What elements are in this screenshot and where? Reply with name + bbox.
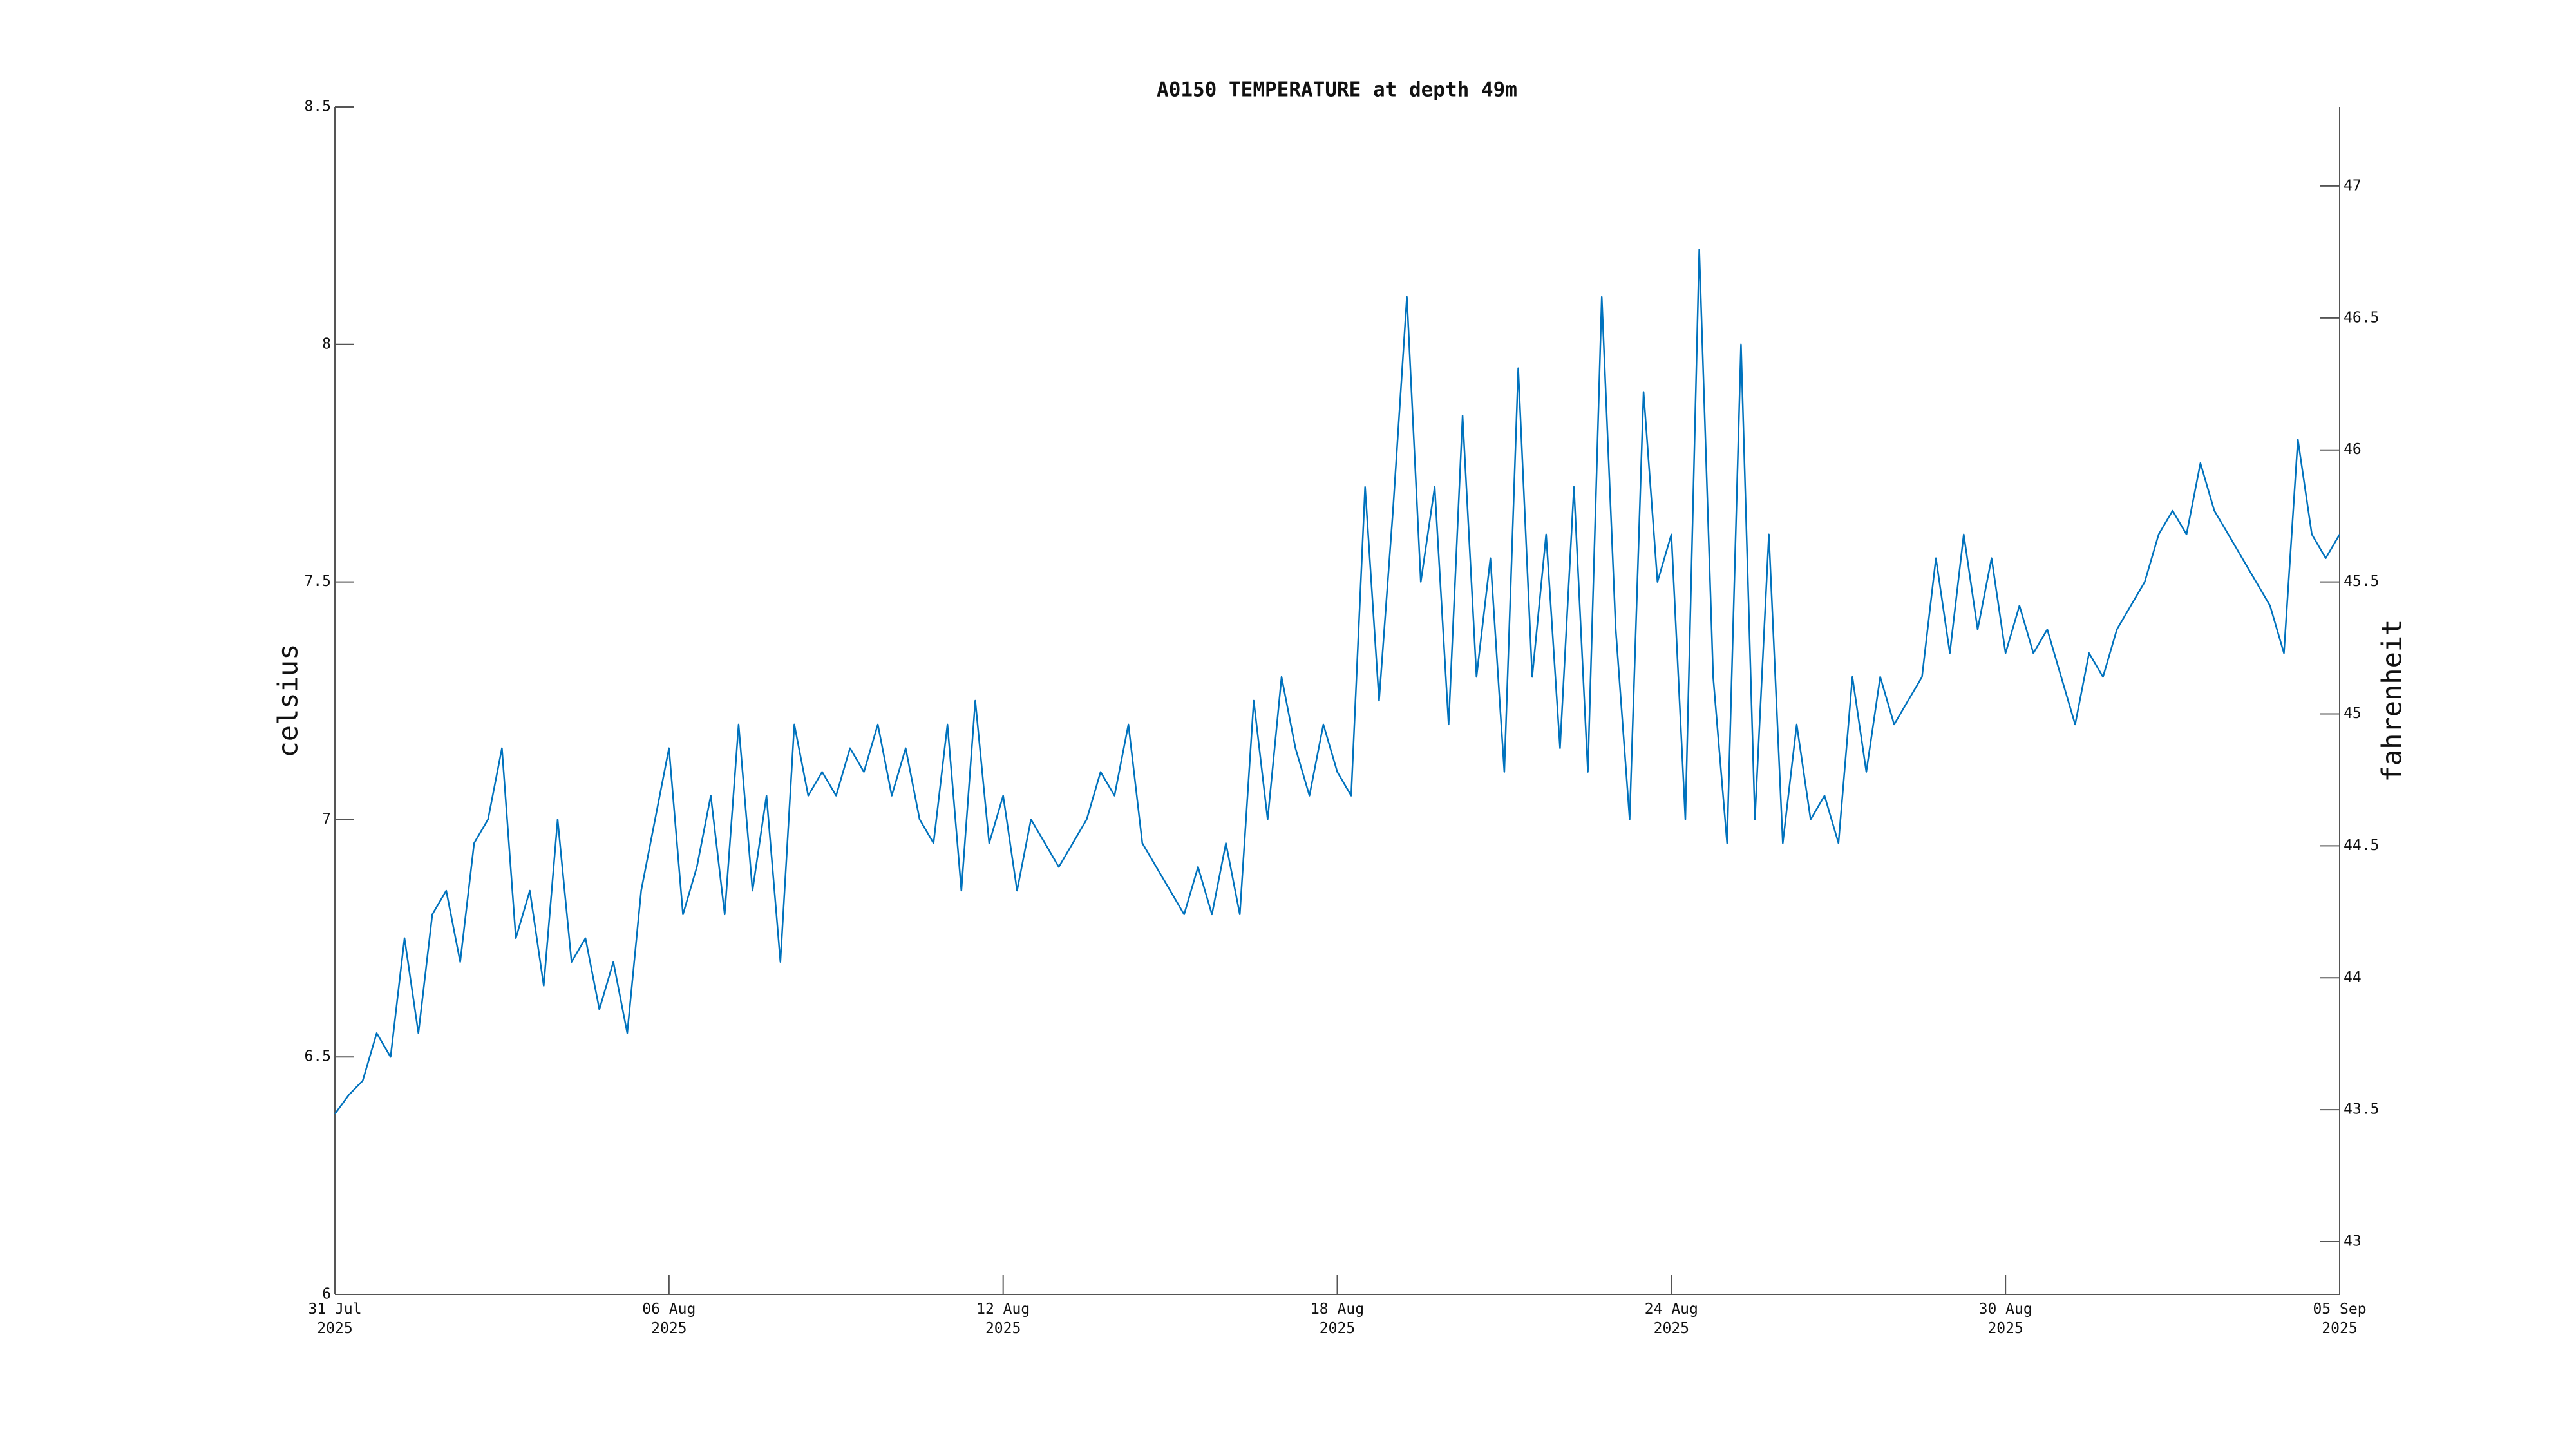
y2-tick-label: 47 <box>2344 177 2362 194</box>
x-tick-label: 24 Aug 2025 <box>1644 1301 1698 1337</box>
y-tick-label: 8.5 <box>304 99 331 115</box>
y2-tick-label: 46 <box>2344 441 2362 458</box>
x-tick-label: 18 Aug 2025 <box>1310 1301 1365 1337</box>
y-tick-label: 6.5 <box>304 1048 331 1065</box>
y-tick-label: 7.5 <box>304 573 331 590</box>
y-axis-label: celsius <box>272 643 304 757</box>
y-tick-label: 7 <box>322 811 331 828</box>
x-tick-label: 30 Aug 2025 <box>1978 1301 2032 1337</box>
chart-title: A0150 TEMPERATURE at depth 49m <box>1157 79 1517 102</box>
y2-axis-label: fahrenheit <box>2376 620 2408 782</box>
y2-tick-label: 43 <box>2344 1233 2362 1250</box>
y2-tick-label: 45.5 <box>2344 573 2379 590</box>
y-tick-label: 6 <box>322 1286 331 1303</box>
y2-tick-label: 43.5 <box>2344 1101 2379 1118</box>
x-tick-label: 06 Aug 2025 <box>642 1301 696 1337</box>
temperature-line <box>334 249 2341 1115</box>
x-tick-label: 31 Jul 2025 <box>308 1301 362 1337</box>
y2-tick-label: 45 <box>2344 705 2362 722</box>
y2-tick-label: 44 <box>2344 969 2362 986</box>
y2-tick-label: 44.5 <box>2344 837 2379 854</box>
y2-tick-label: 46.5 <box>2344 309 2379 326</box>
y-tick-label: 8 <box>322 336 331 352</box>
x-tick-label: 05 Sep 2025 <box>2313 1301 2367 1337</box>
x-tick-label: 12 Aug 2025 <box>976 1301 1030 1337</box>
